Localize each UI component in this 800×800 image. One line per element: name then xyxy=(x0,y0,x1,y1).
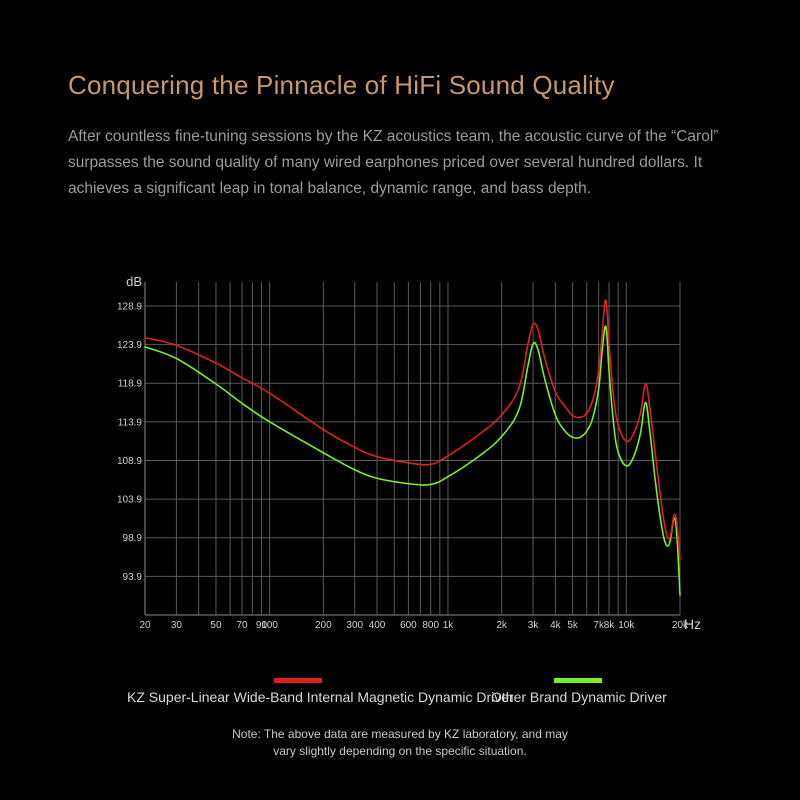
x-tick-label: 90 xyxy=(256,620,268,631)
legend-swatch-other xyxy=(554,678,602,683)
y-tick-label: 118.9 xyxy=(118,379,143,390)
x-tick-label: 7k xyxy=(593,620,605,631)
intro-line: surpasses the sound quality of many wire… xyxy=(68,154,703,171)
note-line: Note: The above data are measured by KZ … xyxy=(232,727,568,741)
y-tick-label: 113.9 xyxy=(118,417,143,428)
x-tick-label: 200 xyxy=(315,620,332,631)
x-tick-label: 70 xyxy=(236,620,248,631)
series-line-kz xyxy=(144,299,681,561)
y-tick-label: 103.9 xyxy=(117,495,142,506)
legend-swatch-kz xyxy=(274,678,322,683)
x-tick-label: 800 xyxy=(422,620,439,631)
x-tick-label: 8k xyxy=(604,620,616,631)
x-tick-label: 2k xyxy=(496,620,508,631)
x-tick-label: 4k xyxy=(550,620,562,631)
x-tick-label: 5k xyxy=(567,620,579,631)
y-axis-title: dB xyxy=(126,274,142,289)
x-axis-title: Hz xyxy=(684,616,701,632)
x-tick-label: 300 xyxy=(346,620,363,631)
y-tick-label: 128.9 xyxy=(117,301,142,312)
intro-line: After countless fine-tuning sessions by … xyxy=(68,128,719,145)
legend-label-other: Other Brand Dynamic Driver xyxy=(491,689,667,705)
y-tick-label: 108.9 xyxy=(117,456,142,467)
intro-paragraph: After countless fine-tuning sessions by … xyxy=(68,124,768,202)
x-tick-label: 600 xyxy=(400,620,417,631)
frequency-response-chart: 128.9 123.9 118.9 113.9 108.9 103.9 98.9 93.9 dB… xyxy=(117,274,701,632)
series-line-other xyxy=(144,325,681,596)
x-tick-label: 1k xyxy=(443,620,455,631)
x-tick-label: 10k xyxy=(618,620,635,631)
x-tick-label: 20k xyxy=(672,620,689,631)
y-tick-label: 93.9 xyxy=(123,572,143,583)
intro-line: achieves a significant leap in tonal bal… xyxy=(68,180,592,197)
x-tick-label: 50 xyxy=(210,620,222,631)
measurement-note: Note: The above data are measured by KZ … xyxy=(0,726,800,760)
x-tick-label: 30 xyxy=(171,620,183,631)
page-title: Conquering the Pinnacle of HiFi Sound Qu… xyxy=(68,70,615,100)
y-tick-label: 98.9 xyxy=(123,533,143,544)
legend-label-kz: KZ Super-Linear Wide-Band Internal Magne… xyxy=(127,689,514,705)
x-tick-label: 3k xyxy=(528,620,540,631)
x-tick-label: 20 xyxy=(139,620,151,631)
y-tick-label: 123.9 xyxy=(117,340,142,351)
x-tick-label: 100 xyxy=(261,620,278,631)
x-tick-label: 400 xyxy=(369,620,386,631)
note-line: vary slightly depending on the specific … xyxy=(273,744,527,758)
